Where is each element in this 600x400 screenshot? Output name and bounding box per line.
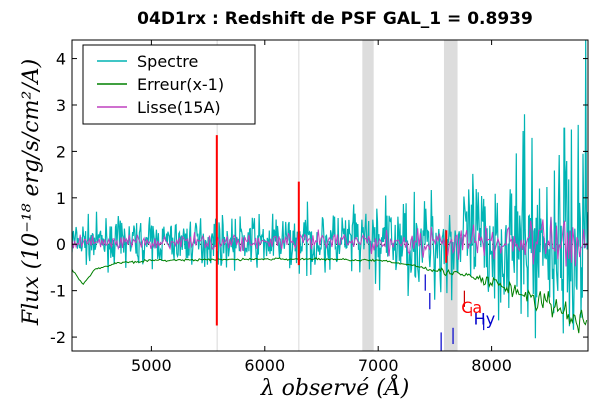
y-tick-label: 1	[56, 189, 66, 208]
x-axis-label: λ observé (Å)	[260, 373, 410, 400]
x-tick-label: 8000	[471, 356, 512, 375]
series-spectre	[72, 40, 588, 339]
series-layer	[72, 40, 588, 339]
legend-label: Lisse(15A)	[137, 98, 221, 117]
legend: Spectre Erreur(x-1) Lisse(15A)	[82, 44, 256, 125]
y-tick-label: -1	[50, 282, 66, 301]
sky-lines	[215, 135, 448, 326]
legend-label: Spectre	[137, 52, 198, 71]
y-tick-label: -2	[50, 328, 66, 347]
line-marker-label: Ca	[461, 298, 482, 317]
x-tick-label: 5000	[131, 356, 172, 375]
x-tick-label: 6000	[244, 356, 285, 375]
series-lisse-15a-	[72, 216, 588, 267]
legend-label: Erreur(x-1)	[137, 75, 224, 94]
y-tick-label: 2	[56, 142, 66, 161]
x-axis-ticks: 5000 6000 7000 8000	[131, 40, 512, 375]
shaded-band-3	[443, 40, 458, 351]
series-erreur-x-1-	[72, 257, 588, 334]
line-marker-label: Hy	[474, 310, 496, 329]
chart-title: 04D1rx : Redshift de PSF GAL_1 = 0.8939	[137, 9, 533, 29]
y-tick-label: 3	[56, 96, 66, 115]
plot-frame	[71, 39, 589, 352]
y-axis-ticks: -2 -1 0 1 2 3 4	[50, 50, 588, 347]
y-axis-label: Flux (10⁻¹⁸ erg/s/cm²/A)	[19, 59, 44, 326]
y-tick-label: 0	[56, 235, 66, 254]
shaded-band-2	[362, 40, 374, 351]
x-tick-label: 7000	[358, 356, 399, 375]
y-tick-label: 4	[56, 50, 66, 69]
